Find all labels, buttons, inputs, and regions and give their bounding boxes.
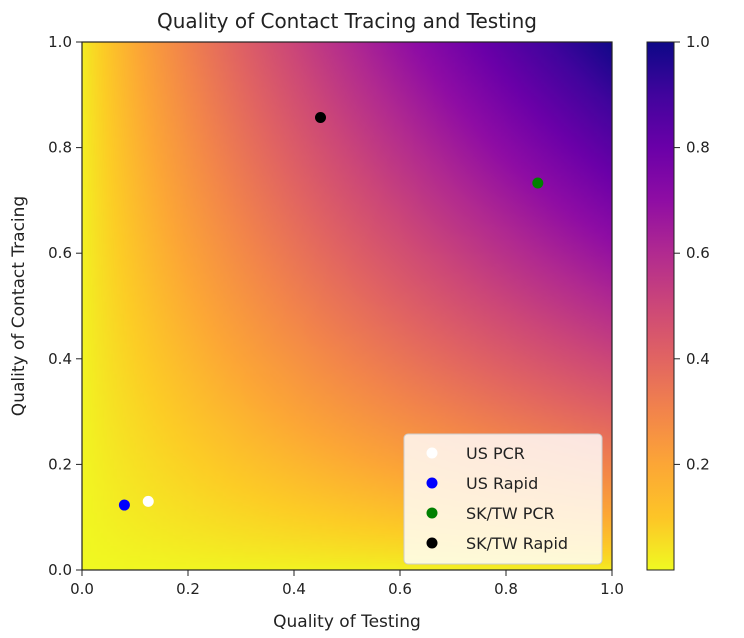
y-tick-label: 1.0 — [48, 33, 72, 51]
y-tick-label: 0.6 — [48, 244, 72, 262]
legend-marker — [426, 537, 438, 549]
colorbar-ticks: 0.2 0.4 0.6 0.8 1.0 — [674, 33, 710, 473]
point-us-pcr — [142, 495, 154, 507]
x-tick-label: 0.4 — [282, 580, 306, 598]
y-axis-label: Quality of Contact Tracing — [9, 196, 29, 416]
legend-marker — [426, 477, 438, 489]
legend-label: US PCR — [466, 444, 525, 463]
y-tick-label: 0.8 — [48, 139, 72, 157]
scatter-points — [118, 112, 544, 511]
legend-label: SK/TW Rapid — [466, 534, 568, 553]
legend-label: US Rapid — [466, 474, 538, 493]
legend-label: SK/TW PCR — [466, 504, 555, 523]
x-tick-label: 0.8 — [494, 580, 518, 598]
point-us-rapid — [118, 499, 130, 511]
colorbar-tick-label: 0.8 — [686, 139, 710, 157]
x-tick-label: 0.0 — [70, 580, 94, 598]
x-tick-label: 0.6 — [388, 580, 412, 598]
y-axis-ticks: 0.0 0.2 0.4 0.6 0.8 1.0 — [48, 33, 82, 579]
y-tick-label: 0.0 — [48, 561, 72, 579]
colorbar-tick-label: 0.6 — [686, 244, 710, 262]
legend: US PCR US Rapid SK/TW PCR SK/TW Rapid — [403, 433, 603, 565]
y-tick-label: 0.2 — [48, 455, 72, 473]
colorbar-tick-label: 1.0 — [686, 33, 710, 51]
y-tick-label: 0.4 — [48, 350, 72, 368]
point-sk-tw-rapid — [315, 112, 326, 124]
colorbar-tick-label: 0.4 — [686, 350, 710, 368]
x-tick-label: 0.2 — [176, 580, 200, 598]
point-sk-tw-pcr — [532, 177, 544, 189]
colorbar-tick-label: 0.2 — [686, 455, 710, 473]
legend-box — [403, 433, 603, 565]
x-axis-label: Quality of Testing — [273, 612, 421, 632]
colorbar-gradient — [646, 41, 675, 571]
legend-marker — [426, 507, 438, 519]
x-axis-ticks: 0.0 0.2 0.4 0.6 0.8 1.0 — [70, 570, 624, 598]
x-tick-label: 1.0 — [600, 580, 624, 598]
chart-title: Quality of Contact Tracing and Testing — [157, 9, 537, 33]
colorbar — [646, 41, 675, 571]
plot-frame — [81, 41, 613, 571]
legend-marker — [426, 447, 438, 459]
